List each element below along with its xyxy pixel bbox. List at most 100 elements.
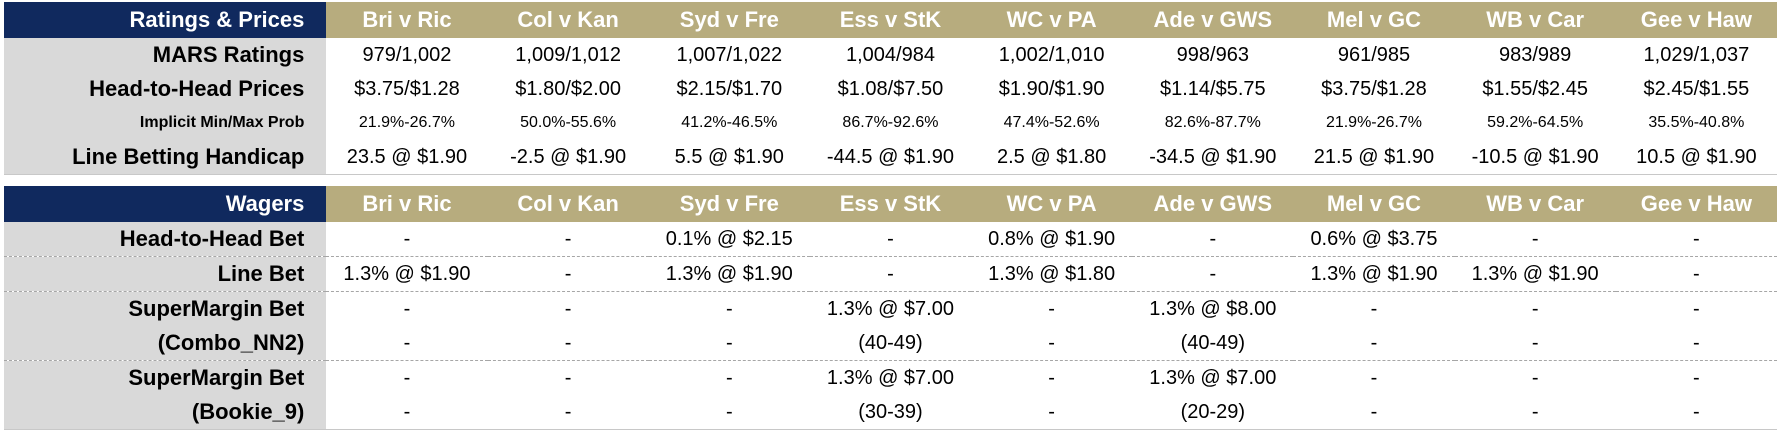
table-cell: -: [971, 395, 1133, 430]
table-cell: -: [1615, 256, 1777, 292]
table-row: Line Betting Handicap 23.5 @ $1.90 -2.5 @ …: [4, 140, 1777, 175]
table-cell: 1.3% @ $1.90: [326, 256, 488, 292]
table-cell: -: [487, 256, 649, 292]
table-cell: -: [971, 326, 1133, 361]
table-cell: -: [1454, 222, 1616, 257]
table-cell: 0.6% @ $3.75: [1293, 222, 1455, 257]
table-cell: -: [648, 326, 810, 361]
table-cell: -: [1132, 222, 1294, 257]
game-column-header: WB v Car: [1454, 2, 1616, 38]
table-cell: -: [1615, 395, 1777, 430]
table-cell: -34.5 @ $1.90: [1132, 140, 1294, 175]
table-cell: -2.5 @ $1.90: [487, 140, 649, 175]
table-cell: $1.55/$2.45: [1482, 77, 1588, 100]
table-cell: 2.5 @ $1.80: [971, 140, 1133, 175]
table-cell: $1.90/$1.90: [998, 77, 1105, 100]
table-cell: 1.3% @ $1.90: [648, 256, 810, 292]
table-cell: -: [809, 222, 972, 257]
table-cell: 47.4%-52.6%: [1003, 114, 1100, 131]
table-cell: (20-29): [1132, 395, 1294, 430]
table-cell: 1.3% @ $7.00: [826, 297, 954, 320]
table-cell: 1,004/984: [845, 43, 935, 66]
game-column-header: Syd v Fre: [648, 186, 810, 222]
table-cell: 5.5 @ $1.90: [648, 140, 810, 175]
table-cell: 998/963: [1176, 43, 1249, 66]
table-cell: -: [1615, 326, 1777, 361]
table-cell: (40-49): [1132, 326, 1294, 361]
row-label: Implicit Min/Max Prob: [4, 106, 327, 140]
table-row: Implicit Min/Max Prob 21.9%-26.7% 50.0%-55…: [4, 106, 1777, 140]
ratings-header-title: Ratings & Prices: [4, 2, 327, 38]
table-cell: -: [403, 297, 411, 320]
row-label: Head-to-Head Prices: [4, 72, 327, 106]
table-cell: 0.1% @ $2.15: [648, 222, 810, 257]
table-cell: 1,007/1,022: [676, 43, 783, 66]
row-label: SuperMargin Bet: [4, 291, 327, 326]
table-cell: 1,029/1,037: [1643, 43, 1750, 66]
row-label: Line Betting Handicap: [4, 140, 327, 175]
table-cell: -: [1531, 366, 1539, 389]
game-column-header: WB v Car: [1454, 186, 1616, 222]
table-cell: $2.45/$1.55: [1643, 77, 1750, 100]
table-cell: 983/989: [1499, 43, 1572, 66]
table-cell: -: [1531, 297, 1539, 320]
table-cell: -: [1454, 395, 1616, 430]
table-cell: -10.5 @ $1.90: [1454, 140, 1616, 175]
game-column-header: Ess v StK: [809, 2, 972, 38]
row-label: MARS Ratings: [4, 38, 327, 72]
table-cell: 50.0%-55.6%: [520, 114, 617, 131]
table-cell: -: [564, 297, 572, 320]
table-cell: -: [1693, 366, 1700, 389]
table-cell: -: [1132, 256, 1294, 292]
table-cell: -: [725, 297, 733, 320]
table-cell: -: [1293, 326, 1455, 361]
row-label: (Combo_NN2): [4, 326, 327, 361]
table-cell: -: [1293, 395, 1455, 430]
table-cell: 1,009/1,012: [515, 43, 621, 66]
table-row: Head-to-Head Prices $3.75/$1.28 $1.80/$2.0…: [4, 72, 1777, 106]
table-cell: -: [564, 366, 572, 389]
ratings-header-row: Ratings & Prices Bri v Ric Col v Kan Syd v …: [4, 2, 1777, 38]
table-cell: -: [1615, 222, 1777, 257]
table-cell: 1.3% @ $7.00: [1149, 366, 1277, 389]
game-column-header: Mel v GC: [1293, 186, 1455, 222]
table-cell: -: [1048, 297, 1055, 320]
game-column-header: Bri v Ric: [326, 2, 488, 38]
table-cell: -: [487, 326, 649, 361]
table-row: Line Bet 1.3% @ $1.90-1.3% @ $1.90-1.3% @…: [4, 256, 1777, 292]
table-cell: 1.3% @ $7.00: [826, 366, 954, 389]
table-cell: -: [1693, 297, 1700, 320]
table-cell: -: [809, 256, 972, 292]
game-column-header: Mel v GC: [1293, 2, 1455, 38]
table-cell: -: [326, 222, 488, 257]
table-cell: 21.9%-26.7%: [358, 114, 455, 131]
table-cell: -: [725, 366, 733, 389]
table-cell: 0.8% @ $1.90: [971, 222, 1133, 257]
table-row: Head-to-Head Bet - -0.1% @ $2.15-0.8% @ $1…: [4, 222, 1777, 257]
game-column-header: Gee v Haw: [1615, 2, 1777, 38]
table-cell: 961/985: [1337, 43, 1411, 66]
table-cell: $1.80/$2.00: [515, 77, 621, 100]
game-column-header: Bri v Ric: [326, 186, 488, 222]
table-row: (Bookie_9) - - - (30-39) - (20-29) - - -: [4, 395, 1777, 430]
game-column-header: Gee v Haw: [1615, 186, 1777, 222]
wagers-header-title: Wagers: [4, 186, 327, 222]
table-cell: -: [487, 395, 649, 430]
row-label: (Bookie_9): [4, 395, 327, 430]
wagers-table: Wagers Bri v Ric Col v Kan Syd v Fre Ess v S…: [4, 186, 1777, 430]
table-cell: (40-49): [809, 326, 972, 361]
table-cell: $1.14/$5.75: [1159, 77, 1266, 100]
table-cell: -: [487, 222, 649, 257]
table-cell: $2.15/$1.70: [676, 77, 783, 100]
table-cell: 1,002/1,010: [998, 43, 1105, 66]
game-column-header: Ess v StK: [809, 186, 972, 222]
table-cell: 35.5%-40.8%: [1648, 114, 1745, 131]
table-cell: $3.75/$1.28: [1321, 77, 1427, 100]
game-column-header: Ade v GWS: [1132, 2, 1294, 38]
wagers-header-row: Wagers Bri v Ric Col v Kan Syd v Fre Ess v S…: [4, 186, 1777, 222]
table-cell: -: [1370, 297, 1378, 320]
table-row: SuperMargin Bet - - - 1.3% @ $7.00 - 1.3% @ $8…: [4, 291, 1777, 326]
game-column-header: Ade v GWS: [1132, 186, 1294, 222]
table-cell: 59.2%-64.5%: [1487, 114, 1584, 131]
table-cell: 1.3% @ $8.00: [1149, 297, 1277, 320]
